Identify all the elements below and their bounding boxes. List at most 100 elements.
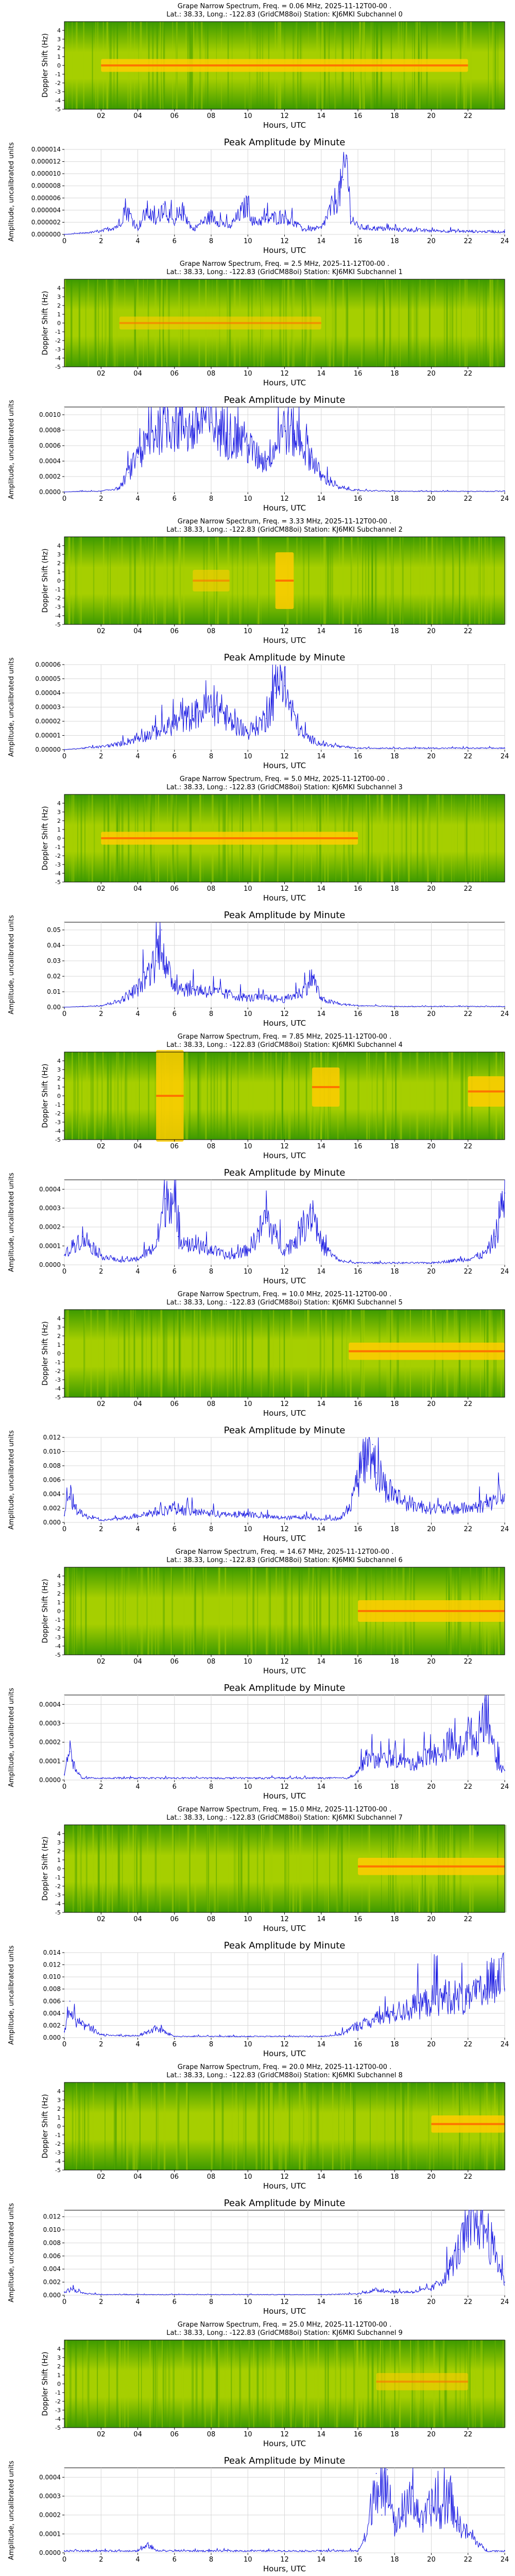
amplitude-xtick-label: 14 xyxy=(317,1526,325,1533)
amplitude-xtick-label: 2 xyxy=(99,1010,103,1018)
spectrum-texture-stripe xyxy=(345,1310,347,1397)
spectrum-texture-stripe xyxy=(72,1052,73,1140)
amplitude-data-point xyxy=(449,1741,451,1743)
spectrum-texture-stripe xyxy=(311,1825,313,1912)
panel-5: Grape Narrow Spectrum, Freq. = 10.0 MHz,… xyxy=(8,1291,509,1543)
spectrum-ytick-label: -1 xyxy=(55,2132,61,2139)
spectrum-texture-stripe xyxy=(308,2082,310,2170)
spectrum-texture-stripe xyxy=(392,537,394,624)
spectrum-texture-stripe xyxy=(376,2082,377,2170)
amplitude-data-point xyxy=(346,158,348,159)
spectrum-ytick-label: -5 xyxy=(55,2167,61,2174)
spectrum-texture-stripe xyxy=(88,279,89,367)
spectrum-ytick-label: -3 xyxy=(55,861,61,868)
amplitude-data-point xyxy=(320,1777,322,1779)
spectrum-xtick-label: 16 xyxy=(354,1400,363,1408)
amplitude-data-point xyxy=(137,2294,139,2295)
amplitude-title: Peak Amplitude by Minute xyxy=(224,910,346,921)
spectrum-peak-line xyxy=(193,580,230,582)
spectrum-texture-stripe xyxy=(325,1310,327,1397)
spectrum-texture-stripe xyxy=(435,279,436,367)
spectrum-texture-stripe xyxy=(256,2082,258,2170)
amplitude-data-point xyxy=(247,204,249,205)
amplitude-data-point xyxy=(174,1507,175,1509)
amplitude-xtick-label: 22 xyxy=(464,2556,472,2564)
spectrum-texture-stripe xyxy=(303,2082,304,2170)
spectrum-texture-stripe xyxy=(186,1052,188,1140)
spectrum-texture-stripe xyxy=(320,537,321,624)
spectrum-texture-stripe xyxy=(494,2340,496,2428)
spectrum-texture-stripe xyxy=(194,1567,196,1655)
spectrum-texture-stripe xyxy=(241,1825,243,1912)
amplitude-ytick-label: 0.0002 xyxy=(39,2512,61,2519)
spectrum-texture-stripe xyxy=(208,1825,209,1912)
spectrum-texture-stripe xyxy=(382,794,384,882)
spectrum-texture-stripe xyxy=(123,1567,125,1655)
spectrum-ytick-label: 2 xyxy=(57,2106,61,2112)
spectrum-texture-stripe xyxy=(337,1825,339,1912)
spectrum-texture-stripe xyxy=(196,1310,198,1397)
spectrum-texture-stripe xyxy=(348,1567,350,1655)
amplitude-ytick-label: 0.0002 xyxy=(39,1739,61,1746)
spectrum-xtick-label: 16 xyxy=(354,885,363,893)
amplitude-data-point xyxy=(100,1255,102,1256)
amplitude-data-point xyxy=(431,2505,432,2506)
spectrum-xtick-label: 14 xyxy=(317,628,325,635)
spectrum-texture-stripe xyxy=(81,1052,82,1140)
spectrum-texture-stripe xyxy=(158,2082,159,2170)
spectrum-texture-stripe xyxy=(246,1567,248,1655)
spectrum-texture-stripe xyxy=(452,279,454,367)
amplitude-ytick-label: 0.00006 xyxy=(35,661,61,668)
amplitude-xtick-label: 16 xyxy=(354,1783,363,1791)
amplitude-ytick-label: 0.0010 xyxy=(39,411,61,418)
spectrum-xtick-label: 14 xyxy=(317,1143,325,1150)
spectrum-title: Grape Narrow Spectrum, Freq. = 2.5 MHz, … xyxy=(180,260,389,268)
spectrum-texture-stripe xyxy=(289,1825,290,1912)
spectrum-texture-stripe xyxy=(107,1052,109,1140)
amplitude-data-point xyxy=(75,1507,76,1509)
spectrum-texture-stripe xyxy=(308,537,310,624)
spectrum-texture-stripe xyxy=(324,2340,325,2428)
spectrum-texture-stripe xyxy=(475,2340,476,2428)
amplitude-xtick-label: 4 xyxy=(135,495,140,503)
spectrum-texture-stripe xyxy=(459,537,460,624)
spectrum-texture-stripe xyxy=(132,1310,134,1397)
spectrum-texture-stripe xyxy=(216,1825,217,1912)
spectrum-texture-stripe xyxy=(341,1567,343,1655)
amplitude-data-point xyxy=(320,476,322,477)
amplitude-xtick-label: 16 xyxy=(354,2556,363,2564)
spectrum-texture-stripe xyxy=(136,1567,138,1655)
spectrum-texture-stripe xyxy=(323,1310,325,1397)
spectrum-texture-stripe xyxy=(271,2340,273,2428)
spectrum-texture-stripe xyxy=(241,1825,243,1912)
spectrum-xtick-label: 02 xyxy=(97,1400,106,1408)
spectrum-texture-stripe xyxy=(329,1825,330,1912)
spectrum-texture-stripe xyxy=(343,1825,346,1912)
spectrum-xlabel: Hours, UTC xyxy=(263,1409,306,1418)
spectrum-texture-stripe xyxy=(478,537,479,624)
spectrum-texture-stripe xyxy=(227,1310,229,1397)
spectrum-texture-stripe xyxy=(332,537,333,624)
amplitude-data-point xyxy=(431,1262,432,1264)
spectrum-ytick-label: 2 xyxy=(57,1590,61,1597)
amplitude-ytick-label: 0.0003 xyxy=(39,1205,61,1212)
spectrum-texture-stripe xyxy=(80,794,82,882)
amplitude-xtick-label: 12 xyxy=(280,1526,289,1533)
spectrum-texture-stripe xyxy=(164,2082,165,2170)
spectrum-texture-stripe xyxy=(283,1567,286,1655)
spectrum-texture-stripe xyxy=(126,2082,128,2170)
spectrum-texture-stripe xyxy=(337,1567,339,1655)
amplitude-data-point xyxy=(64,749,65,750)
spectrum-ytick-label: 4 xyxy=(57,1058,61,1064)
spectrum-texture-stripe xyxy=(239,537,241,624)
amplitude-data-point xyxy=(174,2294,175,2295)
spectrum-xtick-label: 02 xyxy=(97,1916,106,1923)
amplitude-data-point xyxy=(146,976,148,977)
spectrum-xtick-label: 10 xyxy=(244,885,252,893)
amplitude-xtick-label: 8 xyxy=(209,1268,213,1276)
spectrum-texture-stripe xyxy=(368,537,370,624)
spectrum-ylabel: Doppler Shift (Hz) xyxy=(41,2352,49,2416)
spectrum-texture-stripe xyxy=(351,537,353,624)
spectrum-texture-stripe xyxy=(247,1825,250,1912)
spectrum-xtick-label: 04 xyxy=(133,885,142,893)
